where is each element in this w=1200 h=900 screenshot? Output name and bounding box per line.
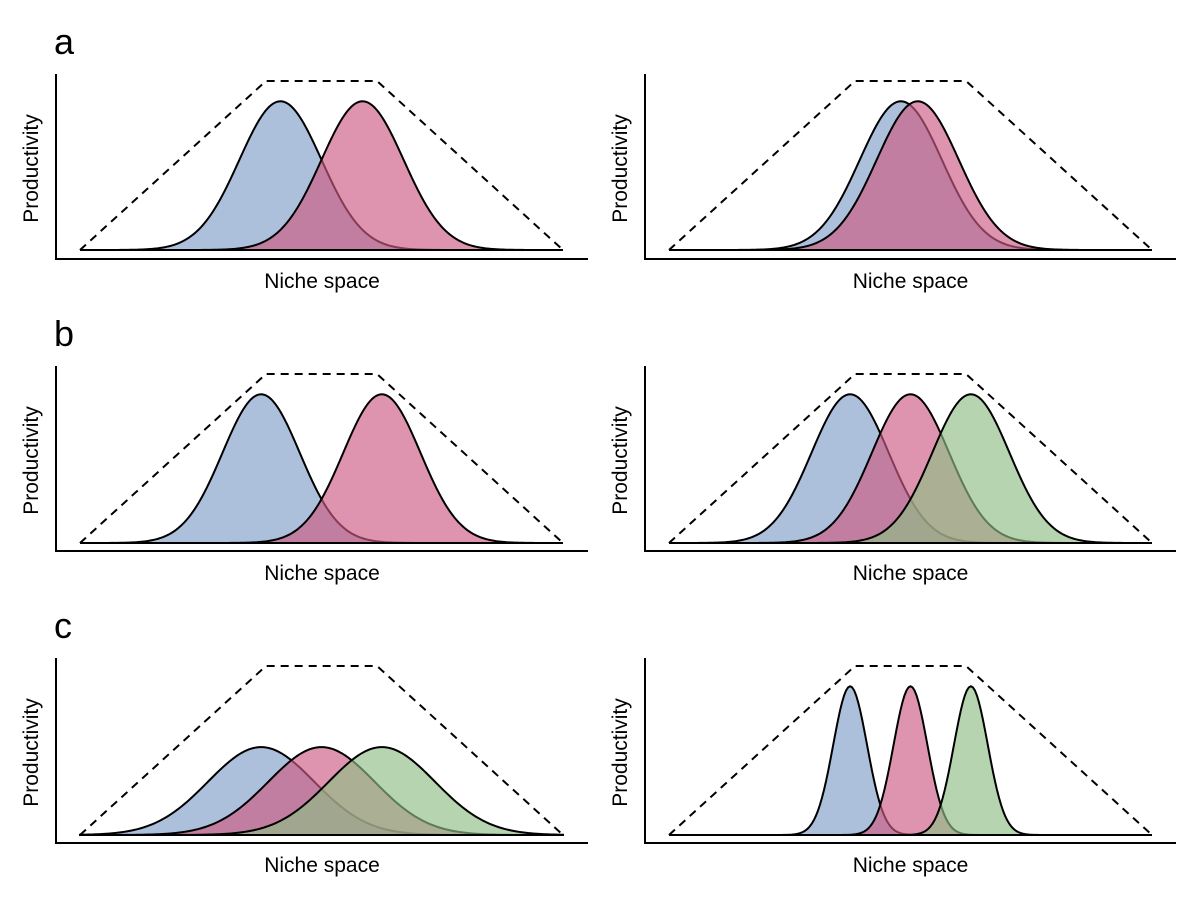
row-label-c: c <box>54 605 72 646</box>
panel-c-left: Niche space Productivity <box>20 658 588 877</box>
panel-a-left: Niche space Productivity <box>20 74 588 293</box>
xlabel-a-left: Niche space <box>264 270 380 293</box>
xlabel-b-right: Niche space <box>853 562 969 585</box>
species-pink-curve-c-right <box>669 685 1152 836</box>
ylabel-c-right: Productivity <box>609 698 632 807</box>
xlabel-b-left: Niche space <box>264 562 380 585</box>
axes-b-right <box>644 366 1176 552</box>
species-green-curve-b-right <box>669 393 1152 544</box>
ylabel-b-left: Productivity <box>20 406 43 515</box>
species-pink-curve-b-left <box>80 393 563 544</box>
ylabel-b-right: Productivity <box>609 406 632 515</box>
axes-a-left <box>55 74 588 260</box>
panel-b-right: Niche space Productivity <box>609 366 1176 585</box>
ylabel-a-left: Productivity <box>20 114 43 223</box>
axes-c-left <box>55 658 588 844</box>
axes-c-right <box>644 658 1176 844</box>
ylabel-a-right: Productivity <box>609 114 632 223</box>
ylabel-c-left: Productivity <box>20 698 43 807</box>
xlabel-c-right: Niche space <box>853 854 969 877</box>
row-label-a: a <box>54 21 75 62</box>
row-label-b: b <box>54 313 74 354</box>
panel-a-right: Niche space Productivity <box>609 74 1176 293</box>
xlabel-a-right: Niche space <box>853 270 969 293</box>
axes-b-left <box>55 366 588 552</box>
species-green-curve-c-right <box>669 685 1152 836</box>
species-pink-curve-a-left <box>80 100 563 251</box>
species-pink-curve-a-right <box>669 100 1152 251</box>
xlabel-c-left: Niche space <box>264 854 380 877</box>
panel-b-left: Niche space Productivity <box>20 366 588 585</box>
species-green-curve-c-left <box>80 746 564 836</box>
axes-a-right <box>644 74 1176 260</box>
panel-c-right: Niche space Productivity <box>609 658 1176 877</box>
